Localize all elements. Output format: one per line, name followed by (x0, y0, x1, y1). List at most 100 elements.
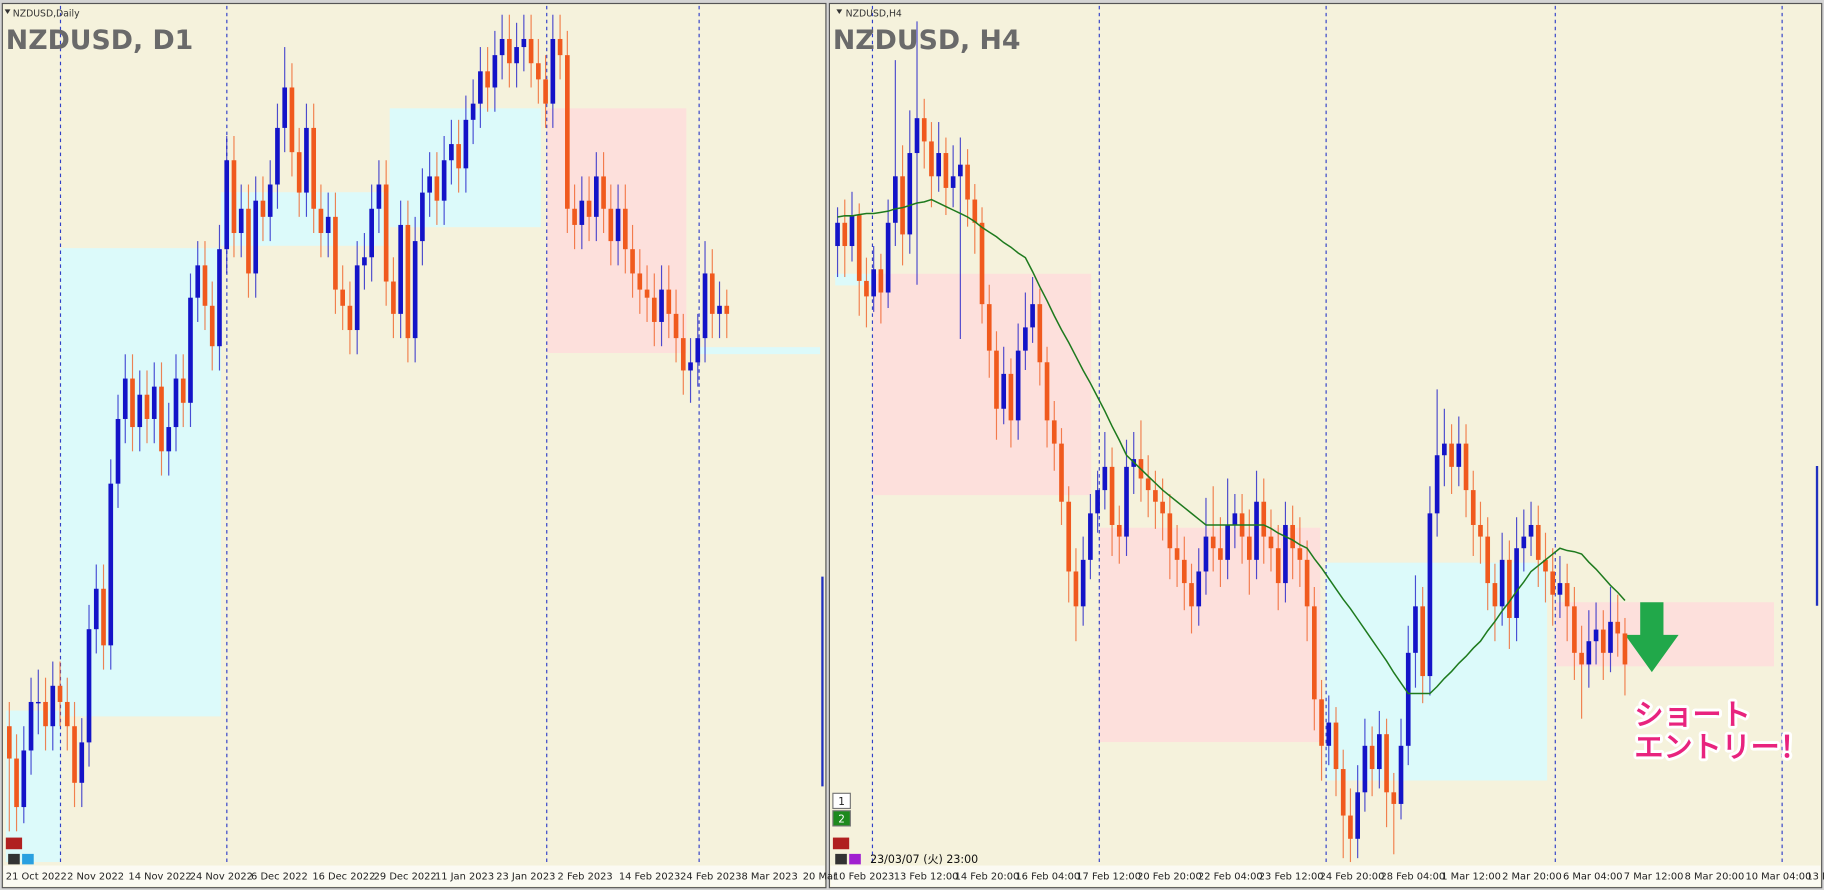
icon[interactable] (835, 853, 847, 865)
candle-body (630, 249, 635, 274)
icon[interactable] (832, 837, 850, 850)
chart-title: NZDUSD, H4 (833, 25, 1021, 56)
candle-body (1102, 466, 1108, 491)
candle-body (188, 297, 193, 403)
icon[interactable] (849, 853, 861, 865)
candle-body (383, 184, 389, 282)
candle-body (28, 701, 34, 751)
candle-body (1145, 478, 1151, 491)
candle-body (1283, 524, 1288, 584)
window-h4: NZDUSD,H4 NZDUSD, H4 1 2 23/03/07 (火) 23… (828, 2, 1823, 889)
candle-body (659, 289, 664, 322)
candle-body (1600, 629, 1606, 653)
candle-body (1478, 524, 1483, 537)
x-tick-label: 17 Feb 12:00 (1076, 872, 1141, 883)
candle-body (333, 216, 338, 290)
x-tick-label: 24 Feb 20:00 (1320, 872, 1385, 883)
candle-body (695, 338, 701, 363)
candle-body (1608, 621, 1613, 653)
candle-body (1059, 443, 1064, 502)
candle-body (856, 215, 862, 281)
candle-body (1189, 583, 1194, 607)
candle-body (1312, 606, 1317, 700)
candle-body (1557, 583, 1563, 595)
candle-body (1398, 745, 1404, 804)
candle-body (311, 127, 317, 209)
moving-average (837, 198, 1626, 695)
window-button[interactable] (832, 810, 851, 827)
candle-body (1427, 513, 1433, 677)
x-tick-label: 2 Mar 20:00 (1502, 872, 1562, 883)
candle-body (1319, 699, 1324, 746)
candle-body (398, 224, 403, 314)
menu-icon[interactable] (836, 9, 843, 14)
candle-body (1290, 524, 1295, 549)
candle-body (536, 63, 541, 80)
candle-body (1470, 490, 1476, 525)
candle-body (1521, 536, 1527, 549)
candle-body (907, 153, 913, 235)
candle-body (1391, 792, 1397, 804)
menu-icon[interactable] (4, 9, 11, 14)
candle-body (565, 55, 570, 209)
candle-body (1210, 536, 1216, 549)
x-tick-label: 24 Feb 2023 (680, 872, 741, 883)
candle-body (1543, 559, 1548, 572)
candle-body (1218, 548, 1223, 560)
candle-body (958, 164, 963, 177)
candle-body (586, 200, 592, 217)
candle-body (1153, 490, 1158, 502)
candle-body (1463, 443, 1469, 491)
candle-body (929, 141, 934, 177)
candle-body (579, 200, 585, 225)
candle-body (1203, 536, 1209, 572)
x-tick-label: 1 Mar 12:00 (1441, 872, 1501, 883)
candle-body (238, 208, 244, 234)
candle-body (122, 378, 128, 419)
candle-body (1340, 769, 1346, 816)
candle-body (1369, 745, 1375, 770)
x-tick-label: 2 Nov 2022 (67, 872, 124, 883)
x-tick-label: 16 Feb 04:00 (1015, 872, 1080, 883)
candle-body (427, 176, 432, 193)
x-tick-label: 14 Feb 20:00 (955, 872, 1020, 883)
candle-body (470, 103, 476, 120)
window-button[interactable] (832, 792, 851, 810)
candle-body (492, 55, 498, 88)
x-tick-label: 24 Nov 2022 (190, 872, 253, 883)
candle-body (1268, 536, 1274, 549)
candle-body (173, 378, 179, 428)
candle-body (1333, 722, 1339, 770)
candle-body (217, 249, 222, 347)
candle-body (130, 378, 135, 428)
candle-body (994, 350, 999, 409)
candle-body (1434, 455, 1440, 514)
candle-body (965, 164, 970, 200)
icon[interactable] (22, 853, 34, 865)
candle-body (108, 483, 114, 646)
candle-body (1593, 629, 1599, 642)
candle-body (478, 71, 483, 104)
x-tick-label: 28 Feb 04:00 (1380, 872, 1445, 883)
candle-body (499, 38, 505, 56)
candle-body (1377, 734, 1382, 770)
candle-body (267, 184, 273, 217)
x-tick-label: 10 Feb 2023 (833, 872, 894, 883)
icon[interactable] (8, 853, 20, 865)
candle-body (1485, 536, 1491, 584)
candle-body (1001, 373, 1007, 409)
candle-body (1254, 501, 1259, 560)
candle-body (43, 701, 48, 727)
candle-body (936, 153, 942, 177)
candle-body (180, 378, 186, 403)
candle-body (260, 200, 266, 217)
candle-body (709, 273, 715, 314)
candles (835, 21, 1628, 863)
candle-body (921, 118, 927, 142)
icon[interactable] (5, 837, 23, 850)
candle-body (680, 338, 686, 371)
candle-body (651, 297, 657, 322)
x-tick-label: 29 Dec 2022 (374, 872, 437, 883)
status-time: 23/03/07 (火) 23:00 (870, 853, 978, 866)
